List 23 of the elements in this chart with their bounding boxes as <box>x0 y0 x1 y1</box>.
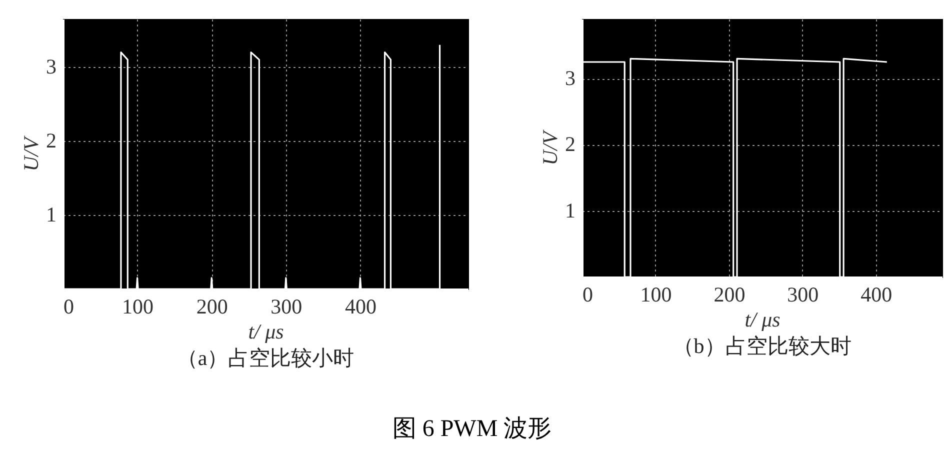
text: （a）占空比较小时 <box>176 346 354 370</box>
caption: 图 6 PWM 波形 <box>391 415 553 444</box>
x-tick-label: 400 <box>345 294 376 318</box>
y-tick-label: 2 <box>565 132 576 156</box>
y-tick-label: 3 <box>565 66 576 90</box>
x-tick-label: 300 <box>787 282 819 306</box>
x-axis-title: t/ μs <box>248 320 284 344</box>
x-tick-label: 100 <box>122 294 154 318</box>
x-tick-label: 0 <box>582 282 593 306</box>
y-tick-label: 1 <box>46 202 56 227</box>
x-tick-label: 100 <box>640 282 672 306</box>
x-axis-title: t/ μs <box>744 308 780 332</box>
y-axis-title: U/V <box>19 135 43 172</box>
x-tick-label: 400 <box>860 282 892 306</box>
x-tick-label: 0 <box>64 294 74 318</box>
x-tick-label: 200 <box>196 294 228 318</box>
text: （b）占空比较大时 <box>672 334 852 358</box>
x-tick-label: 200 <box>714 282 746 306</box>
x-tick-label: 300 <box>270 294 302 318</box>
y-tick-label: 2 <box>46 128 56 153</box>
y-tick-label: 3 <box>46 54 56 79</box>
y-tick-label: 1 <box>565 198 576 222</box>
y-axis-title: U/V <box>538 129 562 166</box>
